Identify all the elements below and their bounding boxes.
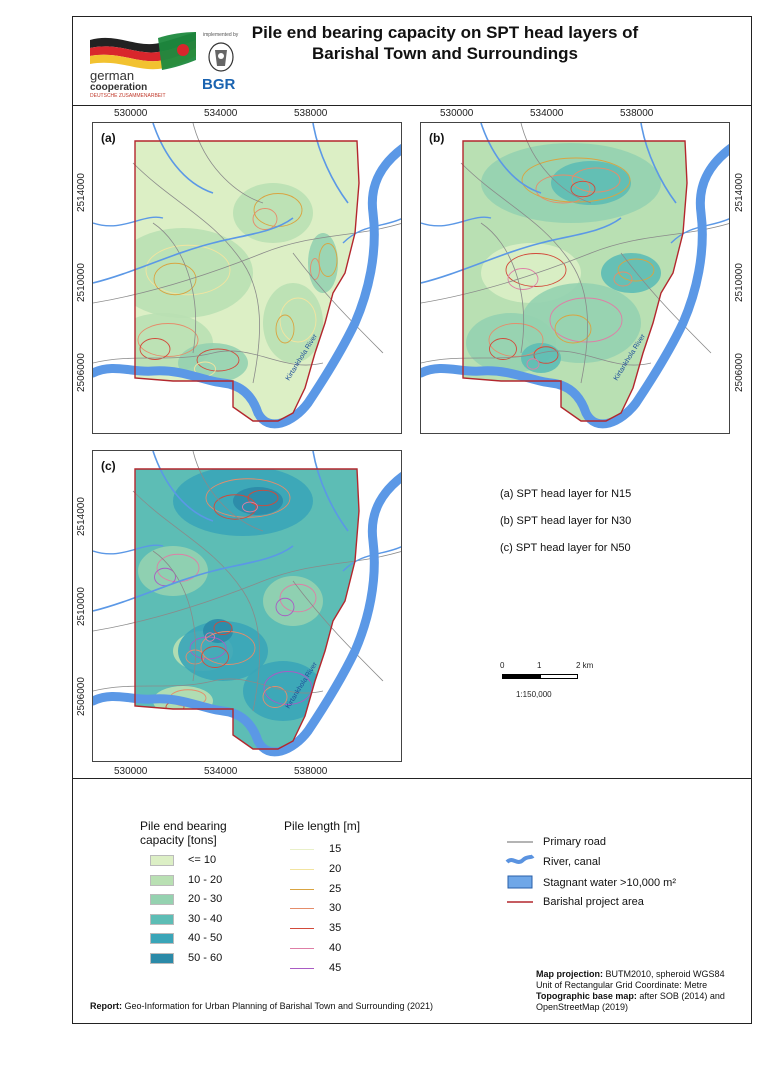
grid-unit: Unit of Rectangular Grid Coordinate: Met…: [536, 980, 708, 990]
legend-capacity-label: 30 - 40: [188, 912, 223, 925]
legend-length-line: [290, 948, 314, 949]
x-tick-top-a1: 530000: [114, 108, 148, 119]
legend-length-line: [290, 908, 314, 910]
scale-tick-2: 2 km: [576, 661, 594, 670]
scale-tick-0: 0: [500, 661, 505, 670]
topo-value: after SOB (2014) and: [639, 991, 725, 1001]
legend-capacity-title: Pile end bearing capacity [tons]: [140, 819, 227, 847]
description-b: (b) SPT head layer for N30: [500, 515, 632, 527]
map-b-graphic: Kirtankhola River: [421, 123, 729, 429]
map-panel-c: Kirtankhola River (c): [92, 450, 402, 762]
scale-tick-1: 1: [537, 661, 542, 670]
legend-capacity-title-2: capacity [tons]: [140, 833, 217, 847]
header-divider: [73, 105, 751, 106]
y-tick-c2: 2510000: [76, 587, 87, 626]
legend-length-label: 20: [329, 862, 342, 875]
map-panel-b: Kirtankhola River (b): [420, 122, 730, 434]
y-tick-b3: 2506000: [734, 353, 745, 392]
map-c-graphic: Kirtankhola River: [93, 451, 401, 757]
german-cooperation-logo: [90, 32, 196, 70]
page-title: Pile end bearing capacity on SPT head la…: [220, 22, 670, 64]
map-sheet: [72, 16, 752, 1024]
logo-giz: DEUTSCHE ZUSAMMENARBEIT: [90, 93, 166, 99]
legend-capacity-label: <= 10: [188, 854, 217, 866]
title-line-1: Pile end bearing capacity on SPT head la…: [251, 23, 639, 42]
report-value: Geo-Information for Urban Planning of Ba…: [124, 1001, 434, 1011]
y-tick-a2: 2510000: [76, 263, 87, 302]
map-a-graphic: Kirtankhola River: [93, 123, 401, 429]
x-tick-bottom-c2: 534000: [204, 766, 238, 777]
y-tick-c1: 2514000: [76, 497, 87, 536]
scale-ratio: 1:150,000: [516, 690, 552, 699]
legend-length-label: 15: [329, 843, 342, 855]
logo-german: german: [90, 68, 135, 83]
legend-length-line: [290, 849, 314, 850]
panel-label-c: (c): [101, 459, 116, 473]
legend-capacity-swatch: [150, 933, 174, 944]
legend-capacity-label: 40 - 50: [188, 932, 223, 944]
projection-label: Map projection:: [536, 969, 603, 979]
description-a: (a) SPT head layer for N15: [500, 488, 632, 500]
bgr-emblem-icon: [208, 42, 234, 72]
legend-capacity-label: 50 - 60: [188, 951, 223, 964]
topo-label: Topographic base map:: [536, 991, 637, 1001]
map-projection-info: Map projection: BUTM2010, spheroid WGS84…: [536, 969, 746, 1013]
report-label: Report:: [90, 1001, 122, 1011]
legend-project-area: Barishal project area: [543, 896, 644, 908]
x-tick-top-b2: 534000: [530, 108, 564, 119]
y-tick-a1: 2514000: [76, 173, 87, 212]
legend-capacity-label: 10 - 20: [188, 873, 223, 886]
y-tick-c3: 2506000: [76, 677, 87, 716]
scale-bar: [502, 674, 578, 679]
projection-value: BUTM2010, spheroid WGS84: [605, 969, 725, 979]
legend-length-line: [290, 967, 314, 969]
logo-implemented: implemented by: [203, 32, 239, 38]
map-panel-a: Kirtankhola River (a): [92, 122, 402, 434]
y-tick-b2: 2510000: [734, 263, 745, 302]
legend-length-label: 30: [329, 902, 342, 915]
legend-primary-road: Primary road: [543, 836, 606, 848]
y-tick-b1: 2514000: [734, 173, 745, 212]
legend-capacity-swatch: [150, 874, 174, 886]
legend-feature-symbols: [505, 841, 535, 903]
x-tick-bottom-c1: 530000: [114, 766, 148, 777]
legend-stagnant-water: Stagnant water >10,000 m²: [543, 877, 676, 889]
legend-capacity-title-1: Pile end bearing: [140, 819, 227, 833]
legend-length-label: 40: [329, 942, 342, 954]
x-tick-top-a3: 538000: [294, 108, 328, 119]
osm-credit: OpenStreetMap (2019): [536, 1002, 629, 1012]
logo-cooperation: cooperation: [90, 82, 148, 93]
legend-capacity-swatch: [150, 855, 174, 866]
legend-length-label: 45: [329, 961, 342, 974]
legend-length-line: [290, 888, 314, 890]
panel-label-a: (a): [101, 131, 116, 145]
x-tick-bottom-c3: 538000: [294, 766, 328, 777]
legend-length-line: [290, 928, 314, 930]
legend-length-line: [290, 868, 314, 870]
legend-river-canal: River, canal: [543, 856, 601, 868]
legend-capacity-swatch: [150, 952, 174, 964]
legend-capacity-swatch: [150, 913, 174, 925]
legend-divider: [73, 778, 751, 779]
title-line-2: Barishal Town and Surroundings: [311, 44, 579, 63]
x-tick-top-a2: 534000: [204, 108, 238, 119]
legend-length-label: 25: [329, 882, 342, 895]
logo-bgr: BGR: [202, 76, 236, 93]
panel-label-b: (b): [429, 131, 445, 145]
x-tick-top-b1: 530000: [440, 108, 474, 119]
legend-length-title: Pile length [m]: [284, 819, 361, 833]
x-tick-top-b3: 538000: [620, 108, 654, 119]
legend-capacity-swatch: [150, 894, 174, 905]
legend-capacity-label: 20 - 30: [188, 893, 223, 905]
legend-length-label: 35: [329, 922, 342, 935]
report-info: Report: Geo-Information for Urban Planni…: [90, 1001, 433, 1012]
description-c: (c) SPT head layer for N50: [500, 542, 631, 554]
y-tick-a3: 2506000: [76, 353, 87, 392]
